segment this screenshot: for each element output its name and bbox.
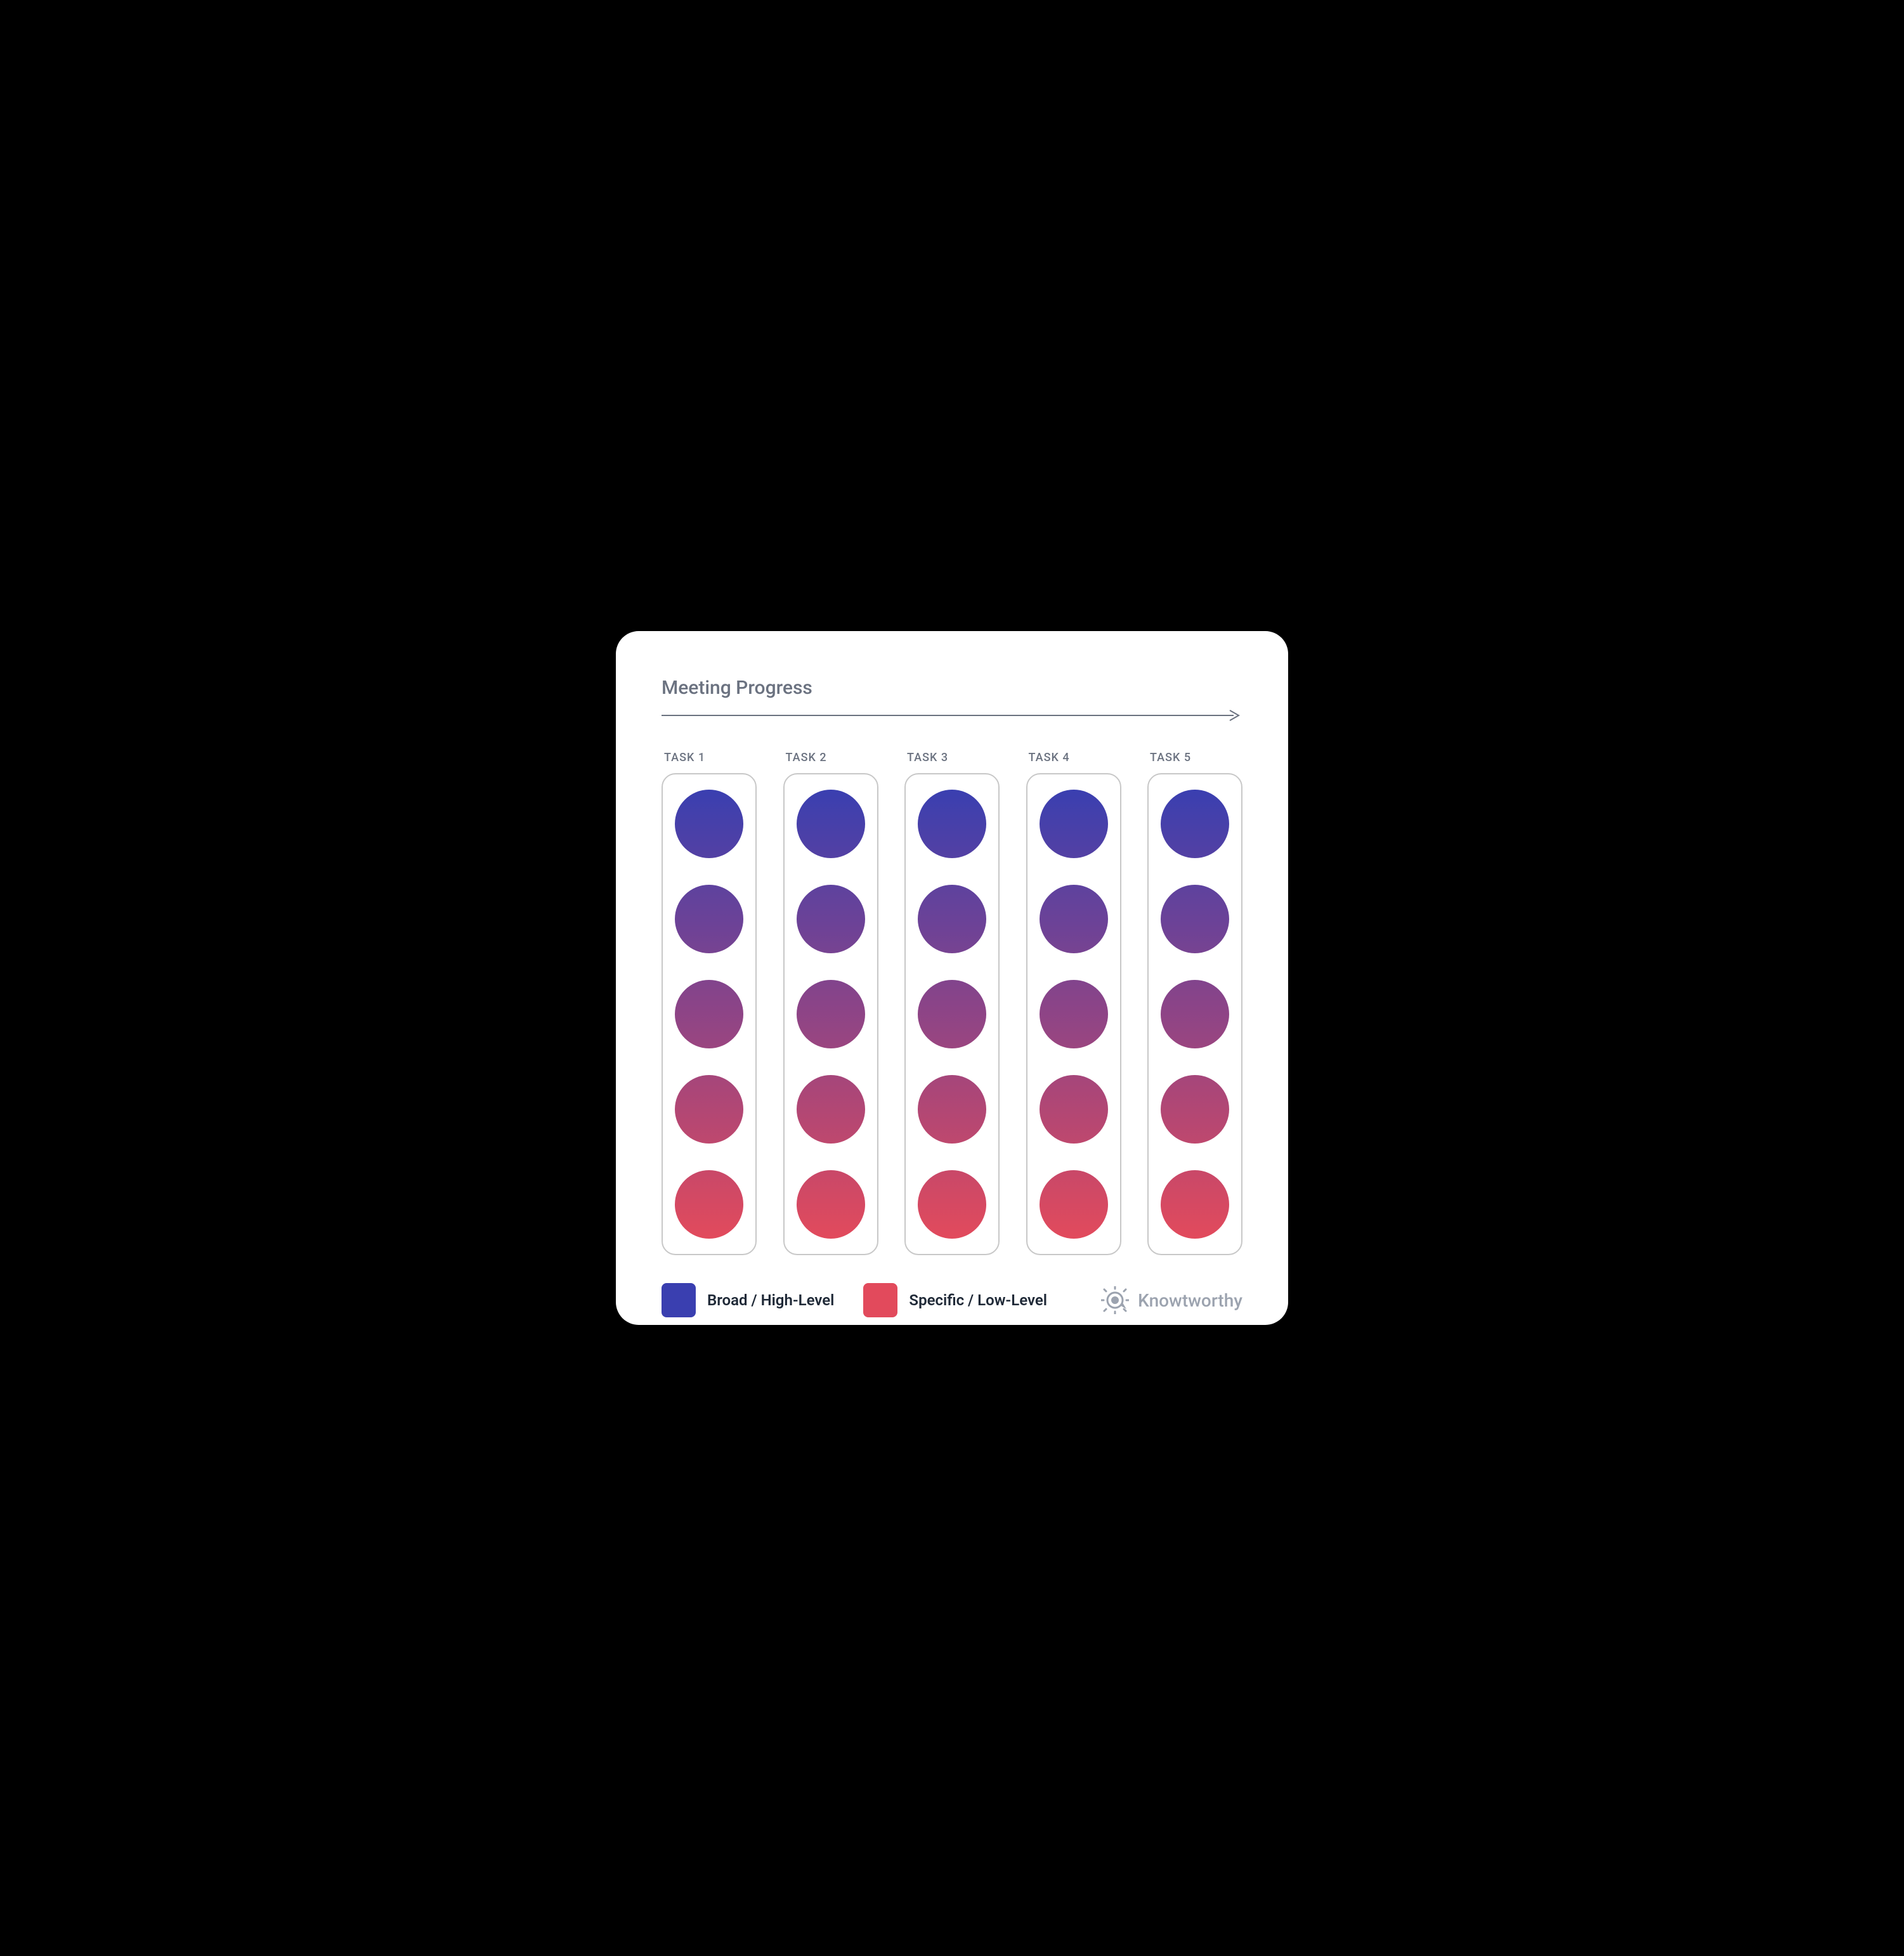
header: Meeting Progress (662, 677, 1242, 723)
brand: Knowtworthy (1101, 1286, 1242, 1314)
legend-item: Specific / Low-Level (863, 1283, 1047, 1317)
level-dot (675, 1075, 743, 1144)
level-dot (675, 885, 743, 953)
level-dot (1161, 980, 1229, 1048)
level-dot (918, 980, 986, 1048)
task-column: TASK 5 (1147, 751, 1242, 1255)
task-column: TASK 2 (783, 751, 878, 1255)
level-dot (1161, 790, 1229, 858)
task-column: TASK 1 (662, 751, 757, 1255)
level-dot (797, 1170, 865, 1239)
task-column-label: TASK 2 (783, 751, 827, 764)
legend-label: Specific / Low-Level (909, 1291, 1047, 1309)
legend-item: Broad / High-Level (662, 1283, 834, 1317)
legend-swatch (863, 1283, 897, 1317)
legend: Broad / High-Level Specific / Low-Level Kn… (662, 1283, 1242, 1317)
task-column-label: TASK 3 (904, 751, 948, 764)
brand-logo-icon (1101, 1286, 1129, 1314)
progress-arrow (662, 708, 1242, 723)
legend-label: Broad / High-Level (707, 1291, 834, 1309)
level-dot (1040, 980, 1108, 1048)
level-dot (918, 790, 986, 858)
level-dot (797, 980, 865, 1048)
task-column-label: TASK 1 (662, 751, 705, 764)
level-dot (1161, 1075, 1229, 1144)
diagram-card: Meeting Progress TASK 1TASK 2TASK 3TASK … (616, 631, 1288, 1325)
diagram-title: Meeting Progress (662, 677, 1242, 699)
task-column-box (1026, 773, 1121, 1255)
task-columns: TASK 1 TASK 2 TASK 3 TASK 4 TASK 5 (662, 751, 1242, 1255)
task-column-box (904, 773, 1000, 1255)
level-dot (1040, 885, 1108, 953)
level-dot (797, 790, 865, 858)
task-column-label: TASK 5 (1147, 751, 1191, 764)
task-column-label: TASK 4 (1026, 751, 1070, 764)
level-dot (797, 885, 865, 953)
legend-swatch (662, 1283, 696, 1317)
task-column-box (783, 773, 878, 1255)
level-dot (918, 1075, 986, 1144)
level-dot (675, 1170, 743, 1239)
level-dot (1161, 1170, 1229, 1239)
task-column-box (1147, 773, 1242, 1255)
brand-label: Knowtworthy (1138, 1290, 1242, 1311)
task-column: TASK 3 (904, 751, 1000, 1255)
level-dot (1040, 1075, 1108, 1144)
level-dot (675, 980, 743, 1048)
task-column: TASK 4 (1026, 751, 1121, 1255)
level-dot (675, 790, 743, 858)
level-dot (1040, 1170, 1108, 1239)
level-dot (797, 1075, 865, 1144)
level-dot (1161, 885, 1229, 953)
task-column-box (662, 773, 757, 1255)
level-dot (918, 1170, 986, 1239)
level-dot (1040, 790, 1108, 858)
level-dot (918, 885, 986, 953)
